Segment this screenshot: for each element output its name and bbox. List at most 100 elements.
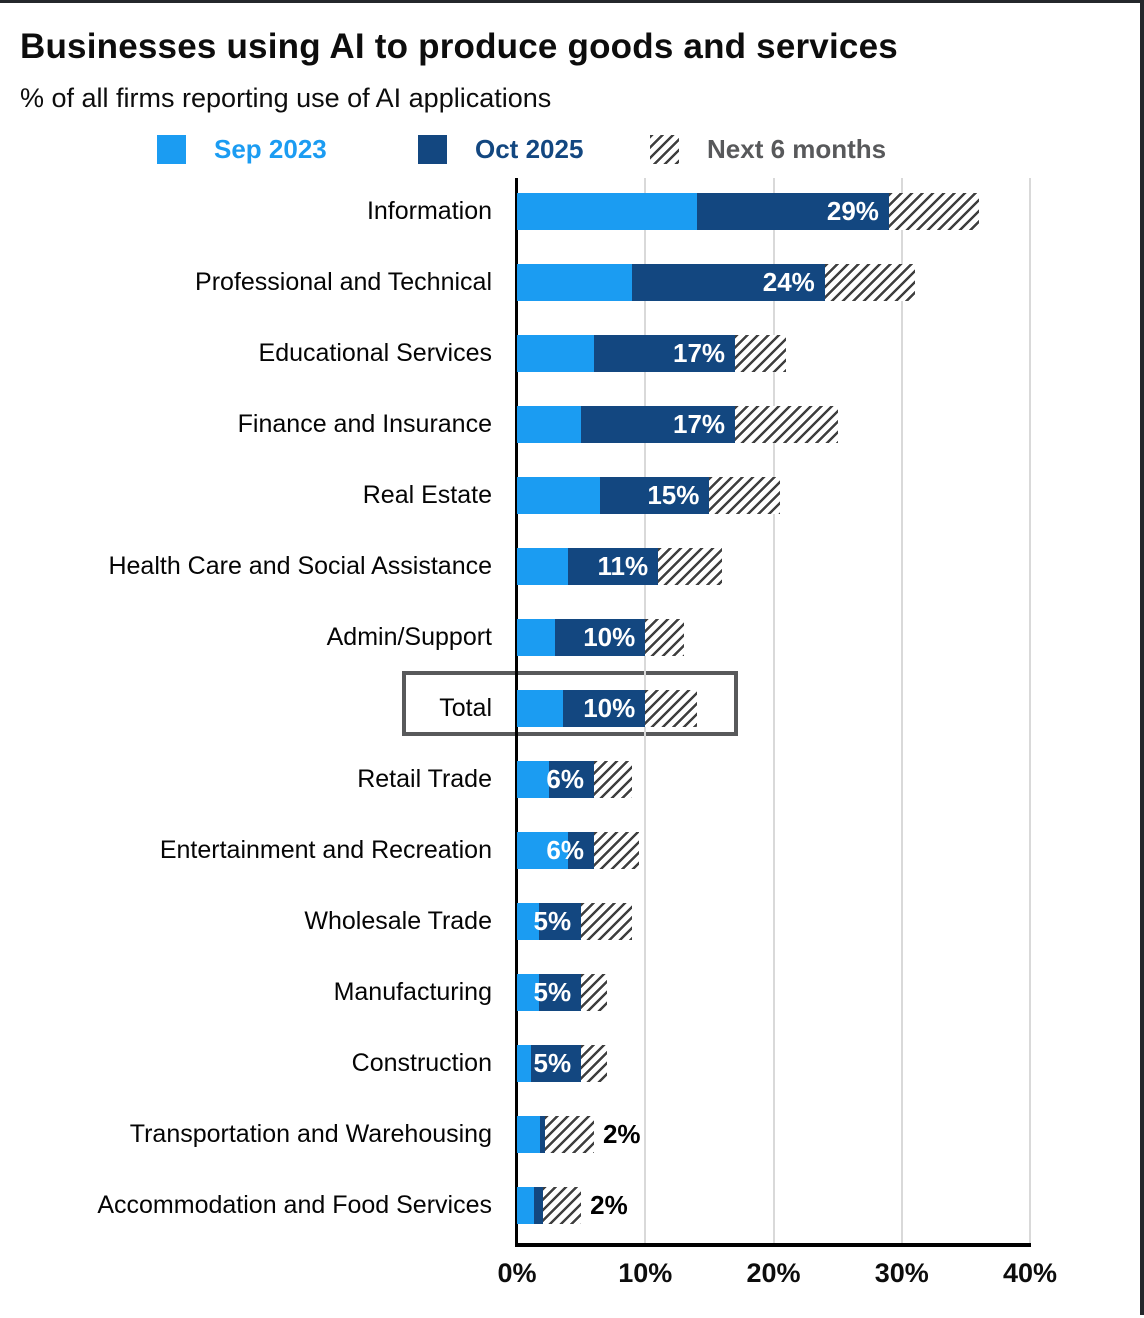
x-tick-label: 0% <box>497 1258 537 1288</box>
bar-row: 15% <box>517 477 1030 514</box>
bar-row: 5% <box>517 1045 1030 1082</box>
gridline-10pct <box>644 178 647 1244</box>
total-highlight-box <box>402 671 738 736</box>
bar-segment-oct2025 <box>696 193 889 230</box>
legend-label-next-6-months: Next 6 months <box>707 133 887 164</box>
bar-value-label: 24% <box>762 267 815 297</box>
category-label: Real Estate <box>362 481 492 509</box>
bar-row: 5% <box>517 903 1030 940</box>
x-tick-label: 10% <box>618 1258 673 1288</box>
legend-swatch-sep-2023-icon <box>157 134 186 164</box>
category-label: Health Care and Social Assistance <box>108 552 492 580</box>
category-label: Transportation and Warehousing <box>129 1120 492 1148</box>
legend-item-oct-2025: Oct 2025 <box>418 132 583 166</box>
bar-segment-oct2025 <box>632 264 825 301</box>
bar-value-label: 5% <box>533 906 572 936</box>
bar-row: 2% <box>517 1187 1030 1224</box>
bar-value-label: 17% <box>672 409 726 439</box>
chart-title: Businesses using AI to produce goods and… <box>20 27 898 66</box>
bar-segment-next6months <box>645 619 684 656</box>
bar-segment-sep2023 <box>517 690 564 727</box>
chart-canvas: Information Professional and Technical Edu… <box>0 3 1144 1318</box>
bar-row: 5% <box>517 974 1030 1011</box>
bar-row: 10% <box>517 619 1030 656</box>
bar-segment-oct2025 <box>593 335 735 372</box>
bar-value-label: 2% <box>602 1119 641 1149</box>
bar-segment-oct2025 <box>568 548 659 585</box>
legend-swatch-oct-2025-icon <box>418 134 447 164</box>
bar-value-label: 6% <box>546 764 584 794</box>
category-label: Manufacturing <box>333 978 492 1006</box>
bar-segment-next6months <box>645 690 697 727</box>
bar-segment-sep2023 <box>517 477 601 514</box>
category-label: Accommodation and Food Services <box>97 1191 492 1219</box>
bar-segment-next6months <box>735 406 838 443</box>
legend-label-sep-2023: Sep 2023 <box>214 133 327 164</box>
bar-row: 6% <box>517 761 1030 798</box>
bar-segment-next6months <box>593 761 633 798</box>
bar-segment-sep2023 <box>517 903 539 940</box>
x-axis-line <box>515 1243 1031 1247</box>
category-label: Information <box>366 197 492 225</box>
bar-segment-next6months <box>581 903 633 940</box>
bar-segment-sep2023 <box>517 1116 541 1153</box>
x-tick-label: 40% <box>1002 1258 1058 1288</box>
legend-label-oct-2025: Oct 2025 <box>475 133 584 164</box>
bar-segment-sep2023 <box>517 264 633 301</box>
bar-segment-sep2023 <box>517 619 556 656</box>
bar-segment-next6months <box>542 1187 582 1224</box>
bar-segment-oct2025 <box>555 619 646 656</box>
category-label: Admin/Support <box>326 623 492 651</box>
bar-segment-next6months <box>888 193 979 230</box>
bar-segment-next6months <box>593 832 639 869</box>
bar-value-label: 2% <box>590 1190 628 1220</box>
bar-segment-oct2025 <box>533 1187 543 1224</box>
bar-segment-sep2023 <box>517 193 697 230</box>
bar-segment-next6months <box>824 264 915 301</box>
bar-segment-oct2025 <box>600 477 710 514</box>
chart-subtitle: % of all firms reporting use of AI appli… <box>20 83 552 113</box>
bar-row: 17% <box>517 406 1030 443</box>
category-label: Entertainment and Recreation <box>159 836 492 864</box>
bar-segment-next6months <box>658 548 723 585</box>
category-label: Professional and Technical <box>195 268 492 296</box>
legend: Sep 2023 Oct 2025 Next 6 months <box>0 132 1140 168</box>
bar-segment-sep2023 <box>517 761 550 798</box>
legend-item-next-6-months: Next 6 months <box>650 132 886 166</box>
bar-segment-sep2023 <box>517 1187 534 1224</box>
gridline-20pct <box>772 178 775 1244</box>
bar-row: 11% <box>517 548 1030 585</box>
bar-segment-sep2023 <box>517 832 569 869</box>
category-label: Construction <box>351 1049 492 1077</box>
bar-segment-oct2025 <box>549 761 594 798</box>
category-label: Retail Trade <box>357 765 492 793</box>
bar-segment-sep2023 <box>517 548 569 585</box>
bar-segment-sep2023 <box>517 406 582 443</box>
bar-segment-sep2023 <box>517 335 594 372</box>
bar-segment-next6months <box>709 477 780 514</box>
bar-value-label: 5% <box>533 1048 572 1078</box>
bar-segment-oct2025 <box>540 1116 546 1153</box>
bar-value-label: 29% <box>826 196 879 226</box>
bar-row: 6% <box>517 832 1030 869</box>
bar-value-label: 6% <box>546 835 584 865</box>
bar-segment-oct2025 <box>538 903 582 940</box>
bar-segment-sep2023 <box>517 974 539 1011</box>
bar-segment-next6months <box>735 335 787 372</box>
x-tick-label: 20% <box>746 1258 801 1288</box>
bar-value-label: 10% <box>583 693 636 723</box>
bar-value-label: 10% <box>583 622 636 652</box>
bar-segment-oct2025 <box>563 690 646 727</box>
bar-row: 2% <box>517 1116 1030 1153</box>
category-label: Finance and Insurance <box>237 410 492 438</box>
bar-value-label: 5% <box>533 977 572 1007</box>
bar-segment-sep2023 <box>517 1045 532 1082</box>
gridline-40pct <box>1029 178 1031 1244</box>
y-axis-line <box>515 178 518 1244</box>
bar-segment-next6months <box>581 974 607 1011</box>
category-label: Wholesale Trade <box>304 907 492 935</box>
plot-area: 0% 10% 20% 30% 40% 29% 24% 17% 17% 15% 11% 10% 10% 6%… <box>497 178 1057 1288</box>
gridline-30pct <box>900 178 903 1244</box>
bar-segment-next6months <box>581 1045 607 1082</box>
